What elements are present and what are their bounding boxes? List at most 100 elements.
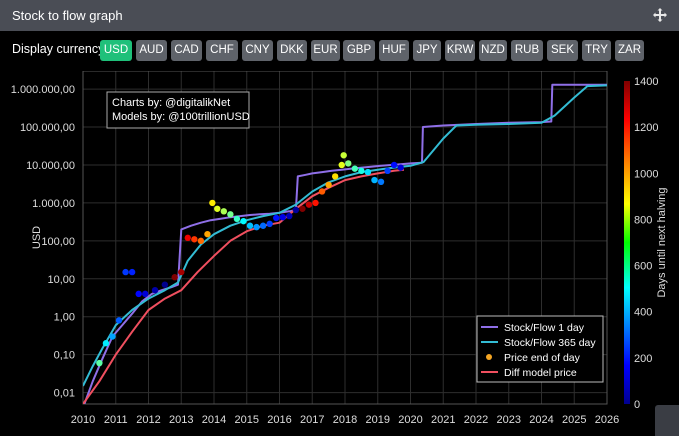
x-tick-label: 2011 <box>104 414 128 426</box>
x-tick-label: 2015 <box>235 414 259 426</box>
currency-button-try[interactable]: TRY <box>582 40 611 61</box>
window-header: Stock to flow graph <box>0 0 679 31</box>
colorbar-label: Days until next halving <box>656 187 668 297</box>
y-tick-label: 100,00 <box>41 236 75 248</box>
scroll-corner-button[interactable] <box>655 405 679 436</box>
y-tick-label: 1.000.000,00 <box>11 84 75 96</box>
currency-button-krw[interactable]: KRW <box>445 40 475 61</box>
currency-selector: Display currency: USD AUD CAD CHF CNY DKK EUR G… <box>0 31 679 71</box>
legend-entry-label: Stock/Flow 365 day <box>504 337 596 349</box>
stock-to-flow-chart: 2010 2011 2012 2013 2014 2015 2016 2017 2018 2019… <box>11 71 668 426</box>
y-tick-label: 10,00 <box>47 274 75 286</box>
credits-line: Models by: @100trillionUSD <box>112 111 250 123</box>
x-tick-label: 2021 <box>431 414 455 426</box>
price-point <box>209 199 216 207</box>
price-point <box>279 213 286 221</box>
price-point <box>299 205 306 212</box>
x-tick-label: 2013 <box>169 414 193 426</box>
series-line-diff-model-price <box>83 168 405 404</box>
price-point <box>371 176 378 184</box>
price-point <box>364 168 372 176</box>
currency-button-sek[interactable]: SEK <box>547 40 578 61</box>
price-point <box>96 359 103 367</box>
y-tick-label: 0,10 <box>54 350 75 362</box>
colorbar-tick-label: 600 <box>634 261 652 273</box>
legend-entry-label: Diff model price <box>504 367 577 379</box>
x-tick-label: 2018 <box>333 414 357 426</box>
credits-annotation: Charts by: @digitalikNet Models by: @100t… <box>106 91 250 129</box>
price-point <box>102 340 110 347</box>
colorbar-tick-label: 1000 <box>634 168 658 180</box>
colorbar-tick-label: 1400 <box>634 76 658 88</box>
x-tick-label: 2022 <box>464 414 488 426</box>
x-tick-label: 2010 <box>71 414 95 426</box>
price-point <box>227 211 234 218</box>
currency-button-zar[interactable]: ZAR <box>615 40 644 61</box>
currency-button-cad[interactable]: CAD <box>171 40 202 61</box>
x-tick-label: 2026 <box>595 414 619 426</box>
price-point <box>178 268 185 276</box>
currency-label: Display currency: <box>12 42 108 56</box>
price-point <box>286 212 293 220</box>
price-point <box>135 290 142 298</box>
price-point <box>115 317 123 324</box>
series-line-stock-flow-365-day <box>83 84 607 387</box>
move-arrows-icon[interactable] <box>652 7 668 23</box>
price-point <box>142 290 149 298</box>
price-point <box>318 188 326 195</box>
colorbar-tick-label: 0 <box>634 399 640 411</box>
price-point <box>204 230 211 238</box>
price-point <box>214 205 221 212</box>
price-point <box>377 178 385 186</box>
price-point <box>390 161 398 169</box>
legend-entry-label: Price end of day <box>504 352 581 364</box>
currency-button-eur[interactable]: EUR <box>311 40 340 61</box>
currency-button-chf[interactable]: CHF <box>206 40 238 61</box>
price-point <box>338 161 345 169</box>
price-point <box>184 234 191 242</box>
price-point <box>161 281 169 288</box>
x-tick-label: 2020 <box>398 414 422 426</box>
currency-button-jpy[interactable]: JPY <box>413 40 441 61</box>
price-point <box>233 215 241 223</box>
price-point <box>128 268 136 276</box>
price-point <box>397 164 404 171</box>
price-point <box>312 199 319 207</box>
legend: Stock/Flow 1 day Stock/Flow 365 day Price … <box>476 315 604 383</box>
price-point <box>358 167 365 175</box>
y-tick-label: 1,00 <box>54 312 75 324</box>
x-tick-label: 2025 <box>562 414 586 426</box>
currency-button-gbp[interactable]: GBP <box>343 40 375 61</box>
currency-button-huf[interactable]: HUF <box>379 40 409 61</box>
currency-button-nzd[interactable]: NZD <box>479 40 507 61</box>
price-point <box>253 223 260 231</box>
price-point <box>246 222 254 229</box>
y-tick-label: 1.000,00 <box>32 198 75 210</box>
price-point <box>197 237 205 245</box>
currency-button-dkk[interactable]: DKK <box>277 40 307 61</box>
price-point <box>340 152 347 159</box>
x-tick-label: 2017 <box>300 414 324 426</box>
y-axis-label: USD <box>31 226 43 249</box>
price-point <box>325 181 332 189</box>
colorbar-tick-label: 400 <box>634 307 652 319</box>
currency-button-cny[interactable]: CNY <box>242 40 273 61</box>
price-point <box>266 220 273 228</box>
y-tick-label: 10.000,00 <box>26 160 75 172</box>
price-point <box>240 217 247 225</box>
currency-button-rub[interactable]: RUB <box>511 40 543 61</box>
price-point <box>305 201 313 208</box>
x-tick-label: 2019 <box>366 414 390 426</box>
price-point <box>331 173 339 180</box>
x-tick-label: 2014 <box>202 414 226 426</box>
currency-button-usd[interactable]: USD <box>100 40 132 61</box>
price-point <box>151 286 159 294</box>
currency-button-aud[interactable]: AUD <box>136 40 167 61</box>
colorbar-tick-label: 1200 <box>634 122 658 134</box>
colorbar-tick-label: 200 <box>634 353 652 365</box>
y-tick-label: 0,01 <box>54 388 75 400</box>
price-point <box>122 268 129 276</box>
window-title: Stock to flow graph <box>12 8 123 23</box>
credits-line: Charts by: @digitalikNet <box>112 97 230 109</box>
legend-entry-label: Stock/Flow 1 day <box>504 322 585 334</box>
